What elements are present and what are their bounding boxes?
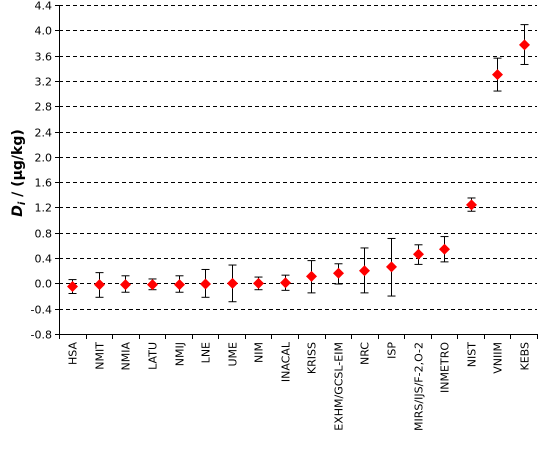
x-tick-label: INMETRO xyxy=(439,342,452,393)
y-axis-label-main: D xyxy=(10,205,26,217)
data-point xyxy=(466,199,477,211)
y-tick-label: 2.8 xyxy=(35,101,53,114)
data-point xyxy=(147,279,158,291)
x-tick-label: INACAL xyxy=(280,341,293,382)
x-tick-label: NMIT xyxy=(94,342,107,370)
y-axis-label-rest: / (µg/kg) xyxy=(10,129,26,201)
x-tick-label: MIRS/IJS/F-2,O-2 xyxy=(413,342,426,431)
data-point xyxy=(439,243,450,255)
y-tick-label: 0.8 xyxy=(35,228,53,241)
x-tick-label: EXHM/GCSL-EIM xyxy=(333,342,346,431)
data-point xyxy=(200,278,211,290)
data-point xyxy=(174,279,185,291)
x-tick-label: UME xyxy=(227,342,240,367)
data-point xyxy=(413,248,424,260)
axes xyxy=(55,5,538,339)
x-tick-label: NIST xyxy=(466,342,479,367)
data-point xyxy=(227,277,238,289)
data-point xyxy=(253,277,264,289)
data-point xyxy=(67,281,78,293)
gridlines xyxy=(59,5,537,310)
y-tick-label: 1.2 xyxy=(35,202,53,215)
error-bars xyxy=(68,24,529,303)
data-point xyxy=(492,69,503,81)
y-tick-label: -0.4 xyxy=(31,304,52,317)
y-tick-label: 0.0 xyxy=(35,278,53,291)
y-tick-label: 3.2 xyxy=(35,76,53,89)
x-tick-label: NMIJ xyxy=(174,342,187,366)
x-tick-label: NRC xyxy=(359,342,372,365)
y-axis-label-sub: i xyxy=(17,201,28,205)
y-tick-label: 3.6 xyxy=(35,51,53,64)
data-points xyxy=(67,39,530,293)
data-point xyxy=(359,265,370,277)
data-point xyxy=(519,39,530,51)
y-tick-label: 4.4 xyxy=(35,0,53,13)
x-tick-label: LNE xyxy=(200,342,213,363)
y-tick-label: 2.4 xyxy=(35,127,53,140)
data-point xyxy=(94,279,105,291)
y-tick-labels: 4.4 4.0 3.6 3.2 2.8 2.4 2.0 1.6 1.2 0.8 0.4 0.0 -0.4… xyxy=(31,0,52,342)
x-tick-label: ISP xyxy=(386,342,399,359)
x-tick-label: HSA xyxy=(67,342,80,365)
y-tick-label: 0.4 xyxy=(35,253,53,266)
y-tick-label: 1.6 xyxy=(35,177,53,190)
x-tick-labels: HSA NMIT NMIA LATU NMIJ LNE UME NIM INACAL KRISS E… xyxy=(67,341,532,431)
data-point xyxy=(333,267,344,279)
data-point xyxy=(386,261,397,273)
x-tick-label: NIM xyxy=(253,342,266,363)
y-axis-label: Di / (µg/kg) xyxy=(10,129,28,217)
x-tick-label: NMIA xyxy=(120,342,133,371)
data-point xyxy=(280,277,291,289)
x-tick-label: KEBS xyxy=(519,342,532,371)
data-point xyxy=(120,279,131,291)
y-tick-label: -0.8 xyxy=(31,329,52,342)
y-tick-label: 4.0 xyxy=(35,25,53,38)
x-tick-label: LATU xyxy=(147,342,160,370)
x-tick-label: VNIIM xyxy=(492,342,505,374)
y-tick-label: 2.0 xyxy=(35,152,53,165)
data-point xyxy=(306,270,317,282)
x-tick-label: KRISS xyxy=(306,342,319,374)
